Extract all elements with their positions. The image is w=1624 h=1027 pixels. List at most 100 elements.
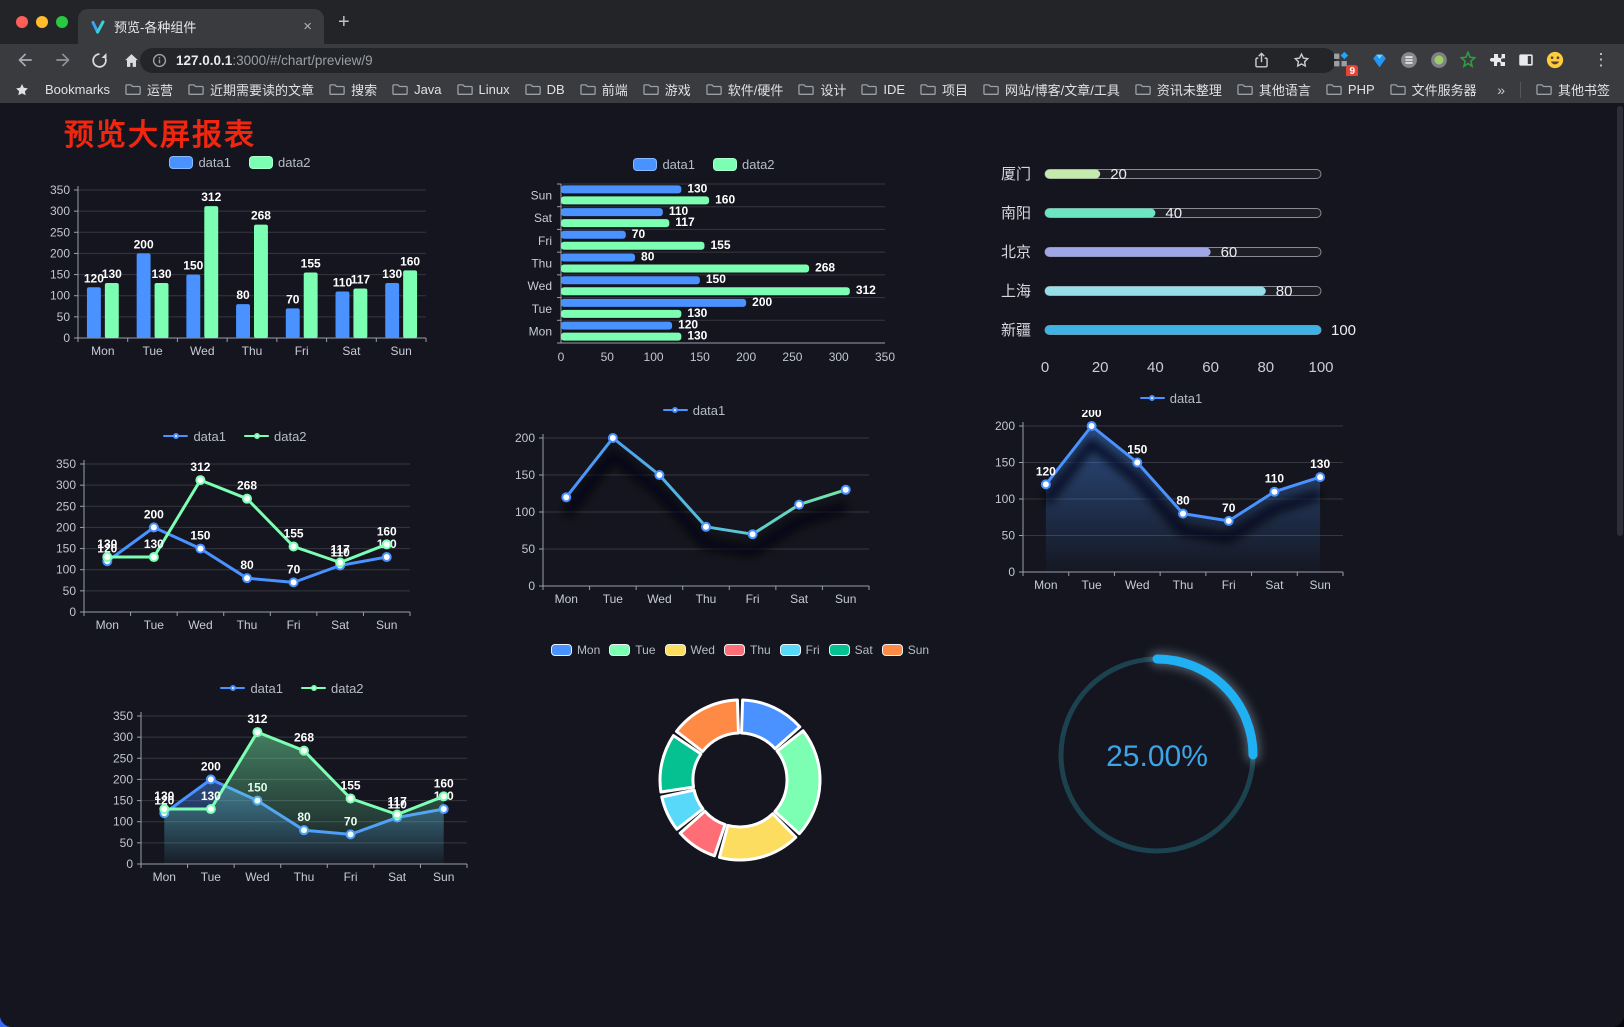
tab-favicon-icon bbox=[90, 19, 106, 35]
svg-text:130: 130 bbox=[687, 329, 707, 343]
svg-text:130: 130 bbox=[97, 537, 117, 551]
svg-text:北京: 北京 bbox=[1001, 244, 1031, 261]
bookmark-folder[interactable]: PHP bbox=[1326, 82, 1375, 97]
address-bar[interactable]: 127.0.0.1:3000/#/chart/preview/9 bbox=[140, 48, 1336, 73]
svg-text:Fri: Fri bbox=[746, 592, 760, 606]
pie-slice-Mon[interactable] bbox=[740, 698, 802, 751]
browser-menu-button[interactable]: ⋮ bbox=[1592, 50, 1610, 69]
bookmark-folder[interactable]: 项目 bbox=[920, 80, 968, 99]
site-info-icon[interactable] bbox=[152, 53, 167, 68]
svg-text:60: 60 bbox=[1202, 359, 1219, 376]
svg-text:200: 200 bbox=[50, 246, 70, 260]
puzzle-extensions-icon[interactable] bbox=[1484, 47, 1510, 73]
bookmark-folder[interactable]: 软件/硬件 bbox=[706, 80, 783, 99]
bookmarks-star-icon[interactable] bbox=[14, 82, 30, 98]
legend-item-Sat[interactable]: Sat bbox=[828, 643, 873, 657]
legend-item-Fri[interactable]: Fri bbox=[779, 643, 820, 657]
legend-item-Wed[interactable]: Wed bbox=[664, 643, 715, 657]
green-dot-extension-icon[interactable] bbox=[1426, 47, 1452, 73]
svg-text:120: 120 bbox=[678, 318, 698, 332]
bookmark-folder[interactable]: IDE bbox=[861, 82, 905, 97]
tab-strip: 预览-各种组件 × + bbox=[0, 0, 1624, 44]
donut-canvas bbox=[658, 698, 822, 862]
share-icon[interactable] bbox=[1248, 47, 1274, 73]
legend-item-data1[interactable]: data1 bbox=[169, 155, 231, 170]
bookmark-folder[interactable]: 其他语言 bbox=[1237, 80, 1311, 99]
legend-item-data2[interactable]: data2 bbox=[713, 157, 775, 172]
forward-button[interactable] bbox=[50, 47, 76, 73]
tab-close-button[interactable]: × bbox=[303, 18, 312, 35]
svg-text:150: 150 bbox=[50, 268, 70, 282]
bookmarks-overflow-button[interactable]: » bbox=[1497, 81, 1505, 98]
bookmark-star-icon[interactable] bbox=[1288, 47, 1314, 73]
svg-text:Mon: Mon bbox=[91, 344, 114, 358]
green-star-extension-icon[interactable] bbox=[1455, 47, 1481, 73]
bookmark-folder[interactable]: 资讯未整理 bbox=[1135, 80, 1222, 99]
pie-slice-Sun[interactable] bbox=[675, 698, 740, 753]
bookmark-folder[interactable]: 设计 bbox=[798, 80, 846, 99]
svg-text:Mon: Mon bbox=[529, 325, 552, 339]
emoji-extension-icon[interactable] bbox=[1542, 47, 1568, 73]
gauge-canvas: 25.00% bbox=[1058, 652, 1260, 854]
svg-text:20: 20 bbox=[1092, 359, 1109, 376]
legend-item-Sun[interactable]: Sun bbox=[881, 643, 929, 657]
legend-item-data2[interactable]: data2 bbox=[249, 155, 311, 170]
bookmark-folder[interactable]: 前端 bbox=[580, 80, 628, 99]
legend-item-data1[interactable]: data1 bbox=[662, 403, 725, 418]
sidebar-extension-icon[interactable] bbox=[1513, 47, 1539, 73]
legend-item-data2[interactable]: data2 bbox=[301, 681, 364, 696]
legend-item-data1[interactable]: data1 bbox=[1139, 391, 1202, 406]
svg-text:50: 50 bbox=[63, 584, 77, 598]
bookmarks-label[interactable]: Bookmarks bbox=[45, 82, 111, 97]
pie-slice-Fri[interactable] bbox=[660, 788, 705, 831]
pie-slice-Sat[interactable] bbox=[658, 734, 703, 794]
bookmark-folder[interactable]: 运营 bbox=[125, 80, 173, 99]
scrollbar-thumb[interactable] bbox=[1617, 106, 1623, 536]
legend-item-data1[interactable]: data1 bbox=[163, 429, 226, 444]
new-tab-button[interactable]: + bbox=[338, 11, 350, 33]
svg-text:50: 50 bbox=[522, 542, 536, 556]
extension-badge: 9 bbox=[1346, 65, 1358, 78]
bookmark-folder[interactable]: 近期需要读的文章 bbox=[188, 80, 314, 99]
svg-text:120: 120 bbox=[97, 541, 117, 555]
svg-text:70: 70 bbox=[1222, 501, 1236, 515]
other-bookmarks-folder[interactable]: 其他书签 bbox=[1536, 80, 1610, 99]
bookmark-folder[interactable]: Java bbox=[392, 82, 442, 97]
back-button[interactable] bbox=[12, 47, 38, 73]
minimize-window-button[interactable] bbox=[36, 16, 48, 28]
svg-text:Sun: Sun bbox=[531, 188, 552, 202]
bookmark-folder[interactable]: Linux bbox=[456, 82, 510, 97]
extension-grid-icon[interactable]: 9 bbox=[1328, 47, 1358, 78]
svg-text:155: 155 bbox=[301, 256, 321, 270]
bookmark-folder[interactable]: 搜索 bbox=[329, 80, 377, 99]
browser-tab[interactable]: 预览-各种组件 × bbox=[78, 9, 324, 44]
bookmark-folder[interactable]: 网站/博客/文章/工具 bbox=[983, 80, 1120, 99]
svg-text:268: 268 bbox=[815, 261, 835, 275]
legend-item-data2[interactable]: data2 bbox=[244, 429, 307, 444]
reload-button[interactable] bbox=[86, 47, 112, 73]
bookmark-folder[interactable]: 文件服务器 bbox=[1389, 80, 1477, 99]
maximize-window-button[interactable] bbox=[56, 16, 68, 28]
svg-text:150: 150 bbox=[690, 350, 710, 364]
home-button[interactable] bbox=[118, 47, 144, 73]
chart-legend: data1 data2 bbox=[505, 152, 903, 176]
pie-slice-Thu[interactable] bbox=[678, 809, 727, 858]
bookmark-folder[interactable]: DB bbox=[524, 82, 565, 97]
close-window-button[interactable] bbox=[16, 16, 28, 28]
legend-item-Mon[interactable]: Mon bbox=[550, 643, 600, 657]
pie-slice-Tue[interactable] bbox=[773, 729, 822, 836]
legend-item-Tue[interactable]: Tue bbox=[609, 643, 656, 657]
legend-item-data1[interactable]: data1 bbox=[220, 681, 283, 696]
svg-text:100: 100 bbox=[1308, 359, 1333, 376]
svg-text:50: 50 bbox=[1002, 529, 1016, 543]
svg-text:300: 300 bbox=[50, 204, 70, 218]
svg-text:130: 130 bbox=[152, 267, 172, 281]
legend-item-data1[interactable]: data1 bbox=[633, 157, 695, 172]
bookmark-folder[interactable]: 游戏 bbox=[643, 80, 691, 99]
pie-slice-Wed[interactable] bbox=[717, 812, 798, 862]
svg-text:200: 200 bbox=[56, 520, 76, 534]
gem-extension-icon[interactable] bbox=[1366, 47, 1392, 73]
legend-item-Thu[interactable]: Thu bbox=[723, 643, 771, 657]
round-extension-icon[interactable] bbox=[1396, 47, 1422, 73]
